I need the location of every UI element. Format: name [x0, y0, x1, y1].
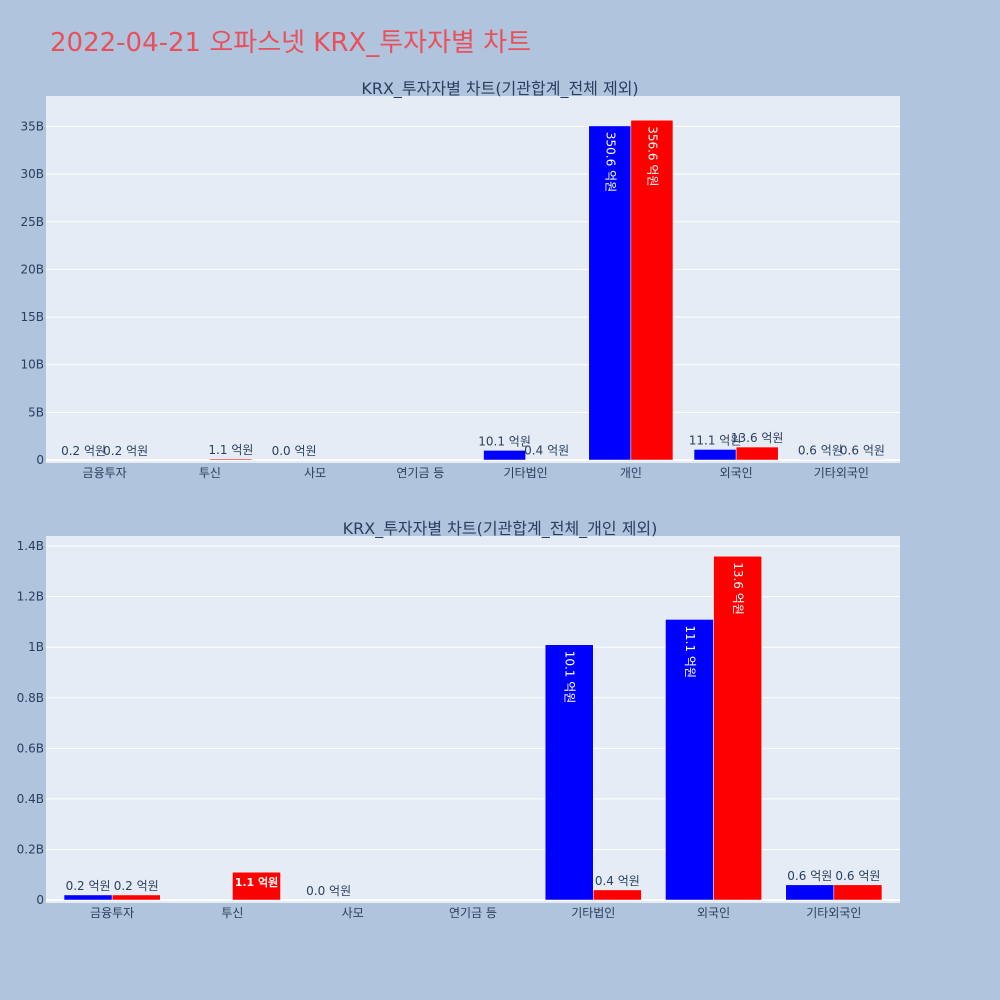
y-tick-label: 15B [20, 310, 44, 324]
bar [693, 449, 737, 461]
x-tick-label: 투신 [199, 466, 221, 480]
data-label: 0.6 억원 [798, 443, 843, 457]
x-tick-label: 개인 [620, 466, 642, 480]
x-tick-label: 사모 [342, 906, 364, 920]
y-tick-label: 0.8B [17, 691, 44, 705]
x-tick-label: 연기금 등 [449, 906, 497, 920]
chart-title: KRX_투자자별 차트(기관합계_전체 제외) [361, 79, 638, 99]
bar [232, 871, 281, 901]
data-label: 10.1 억원 [478, 434, 531, 448]
bar [785, 884, 835, 901]
bar [833, 884, 883, 901]
x-tick-label: 금융투자 [83, 466, 127, 480]
data-label: 1.1 억원 [208, 443, 253, 457]
chart-1: KRX_투자자별 차트(기관합계_전체 제외) 0 5B 10B 15B 20B 25B 30… [20, 79, 900, 480]
y-tick-label: 0.6B [17, 741, 44, 755]
page-title: 2022-04-21 오파스넷 KRX_투자자별 차트 [50, 28, 532, 58]
y-tick-label: 1.2B [17, 590, 44, 604]
data-label: 356.6 억원 [645, 126, 659, 186]
data-label: 11.1 억원 [683, 625, 697, 678]
bar [630, 119, 674, 461]
data-label: 1.1 억원 [235, 875, 279, 889]
data-label: 0.4 억원 [524, 444, 569, 458]
x-tick-label: 기타외국인 [814, 466, 869, 480]
data-label: 0.2 억원 [66, 879, 111, 893]
data-label: 0.2 억원 [61, 444, 106, 458]
data-label: 0.2 억원 [103, 444, 148, 458]
y-tick-label: 30B [20, 167, 44, 181]
plot-area [46, 536, 900, 903]
bar [713, 555, 762, 901]
y-tick-label: 10B [20, 358, 44, 372]
data-label: 10.1 억원 [563, 651, 577, 704]
bar [483, 450, 526, 461]
data-label: 11.1 억원 [689, 433, 742, 447]
chart-2: KRX_투자자별 차트(기관합계_전체_개인 제외) 0 0.2B 0.4B 0.6B 0… [17, 519, 900, 920]
y-tick-label: 20B [20, 262, 44, 276]
data-label: 0.4 억원 [595, 874, 640, 888]
y-tick-label: 5B [28, 405, 44, 419]
bar [735, 446, 779, 461]
y-tick-label: 25B [20, 215, 44, 229]
bar [588, 125, 632, 461]
bar [665, 619, 714, 901]
y-tick-label: 0.4B [17, 792, 44, 806]
data-label: 0.0 억원 [306, 884, 351, 898]
data-label: 350.6 억원 [603, 132, 617, 192]
y-tick-label: 1.4B [17, 539, 44, 553]
y-tick-label: 0 [36, 453, 44, 467]
bar [111, 894, 161, 901]
bar [544, 644, 594, 901]
data-label: 0.6 억원 [840, 443, 885, 457]
data-label: 0.2 억원 [114, 879, 159, 893]
bar [63, 894, 113, 901]
y-tick-label: 0.2B [17, 842, 44, 856]
x-tick-label: 연기금 등 [396, 466, 444, 480]
y-tick-label: 0 [36, 893, 44, 907]
x-tick-label: 기타외국인 [806, 906, 861, 920]
x-tick-label: 금융투자 [90, 906, 134, 920]
x-tick-label: 외국인 [720, 466, 753, 480]
bar [209, 458, 253, 461]
x-tick-label: 외국인 [697, 906, 730, 920]
bar [841, 459, 884, 461]
x-tick-label: 투신 [221, 906, 243, 920]
y-tick-label: 1B [28, 640, 44, 654]
chart-title: KRX_투자자별 차트(기관합계_전체_개인 제외) [343, 519, 658, 539]
y-tick-label: 35B [20, 119, 44, 133]
x-tick-label: 기타법인 [571, 906, 615, 920]
bar [593, 889, 642, 901]
data-label: 0.6 억원 [835, 869, 880, 883]
data-label: 0.0 억원 [272, 444, 317, 458]
data-label: 13.6 억원 [731, 562, 745, 615]
data-label: 13.6 억원 [731, 431, 784, 445]
data-label: 0.6 억원 [787, 869, 832, 883]
plot-area [46, 96, 900, 463]
x-tick-label: 사모 [304, 466, 326, 480]
x-tick-label: 기타법인 [504, 466, 548, 480]
bar [799, 459, 842, 461]
